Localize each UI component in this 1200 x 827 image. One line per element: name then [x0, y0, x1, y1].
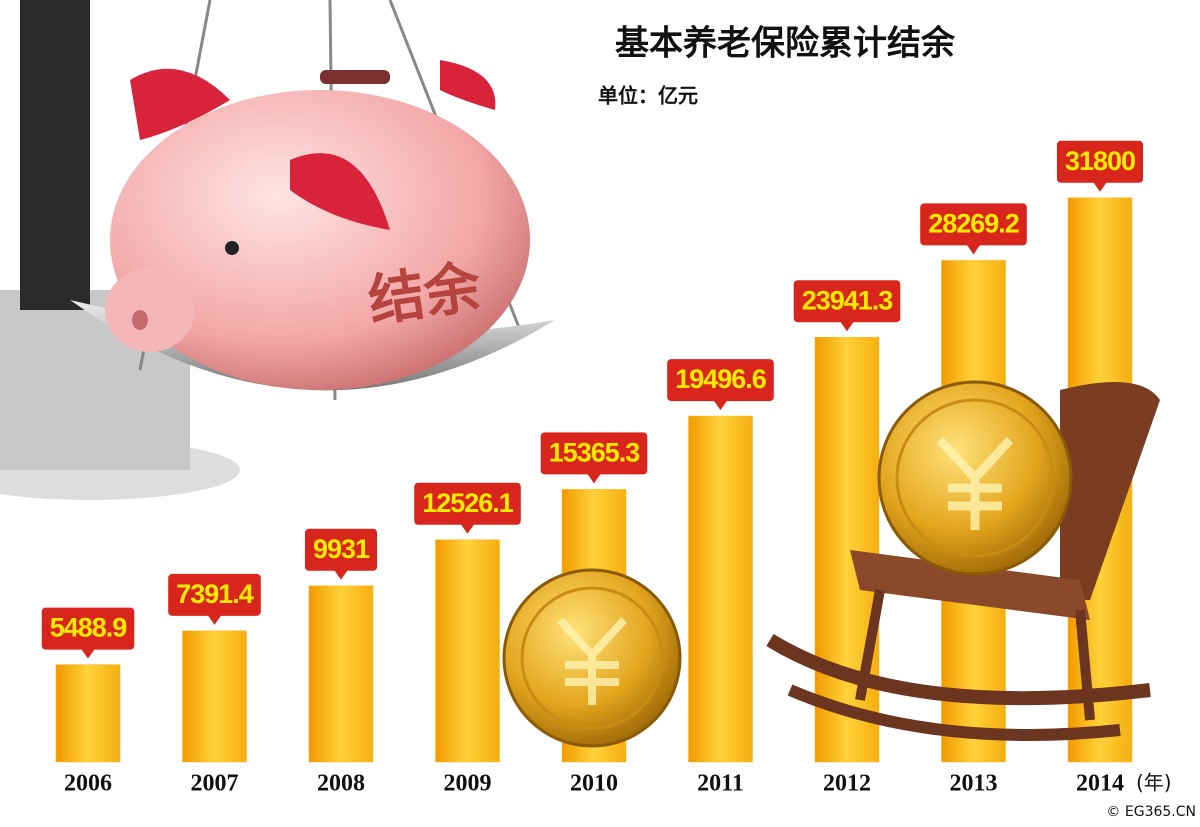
value-label-pointer: [81, 648, 95, 659]
value-label: 28269.2: [928, 209, 1019, 239]
value-label-box: [667, 359, 774, 402]
piggy-label: 结余: [365, 255, 486, 335]
value-label-box: [920, 203, 1027, 246]
x-tick-label: 2014: [1076, 771, 1124, 797]
value-label-box: [304, 528, 378, 571]
value-label-pointer: [840, 321, 854, 332]
value-label-pointer: [460, 523, 475, 534]
value-label-group: 28269.2: [920, 203, 1027, 255]
value-label-group: 12526.1: [414, 482, 521, 534]
x-tick-label: 2010: [570, 771, 618, 797]
year-unit: (年): [1136, 771, 1172, 795]
value-label: 12526.1: [422, 488, 514, 518]
value-label-group: 19496.6: [667, 359, 774, 411]
value-label: 31800: [1065, 146, 1135, 176]
x-tick-label: 2011: [697, 771, 744, 797]
value-label: 9931: [313, 534, 370, 564]
value-label-box: [540, 432, 648, 475]
value-label-box: [168, 573, 261, 616]
value-label-box: [1056, 140, 1144, 183]
bar: [308, 585, 374, 763]
chart-title: 基本养老保险累计结余: [615, 24, 956, 64]
value-label-group: 23941.3: [793, 280, 901, 332]
value-label-box: [793, 280, 901, 323]
value-label-pointer: [713, 400, 728, 411]
piggy-bank: 结余: [105, 60, 530, 390]
source: © EG365.CN: [1106, 804, 1196, 820]
value-label: 5488.9: [50, 613, 128, 643]
value-label: 23941.3: [802, 285, 894, 315]
value-label-pointer: [207, 614, 222, 625]
value-label-group: 9931: [304, 528, 378, 580]
value-label-pointer: [966, 244, 981, 255]
x-tick-label: 2012: [823, 771, 871, 797]
x-tick-label: 2008: [317, 771, 365, 797]
x-tick-label: 2006: [64, 771, 112, 797]
x-tick-label: 2009: [444, 771, 492, 797]
value-label-group: 15365.3: [540, 432, 648, 484]
bar: [688, 415, 753, 763]
coin-decoration: [502, 568, 682, 748]
value-label-box: [414, 482, 521, 525]
bar: [55, 664, 121, 763]
bar: [435, 539, 500, 763]
value-label-group: 7391.4: [168, 573, 261, 625]
rocking-chair: [766, 380, 1160, 741]
x-tick-label: 2007: [191, 771, 239, 797]
value-label-group: 5488.9: [41, 607, 135, 659]
value-label-pointer: [1093, 181, 1107, 192]
value-labels: 5488.9 7391.4 9931 12526.1 15365.3 19496.6 239…: [41, 140, 1144, 659]
bar: [814, 336, 880, 763]
value-label-pointer: [334, 569, 348, 580]
value-label: 15365.3: [549, 438, 641, 468]
value-label: 19496.6: [675, 364, 767, 394]
value-label-box: [41, 607, 135, 650]
x-tick-label: 2013: [950, 771, 998, 797]
value-label-group: 31800: [1056, 140, 1144, 192]
bar: [182, 630, 247, 763]
value-label: 7391.4: [176, 579, 254, 609]
chart-subtitle: 单位：亿元: [598, 84, 698, 108]
value-label-pointer: [587, 473, 601, 484]
